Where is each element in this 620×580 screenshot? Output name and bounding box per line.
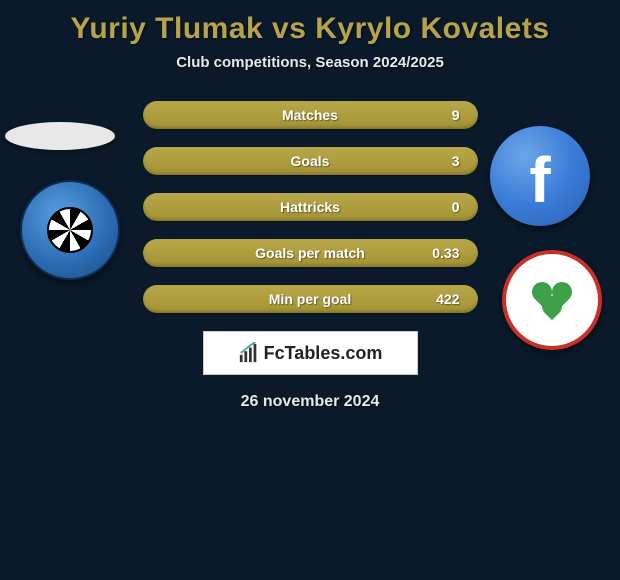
stat-label: Matches (282, 107, 338, 123)
facebook-glyph: f (529, 143, 550, 217)
subtitle: Club competitions, Season 2024/2025 (0, 54, 620, 71)
stats-container: Matches 9 Goals 3 Hattricks 0 Goals per … (143, 101, 478, 313)
date-text: 26 november 2024 (0, 393, 620, 411)
stat-row-gpm: Goals per match 0.33 (143, 239, 478, 267)
club-crest-left (20, 180, 120, 280)
stat-value: 9 (452, 107, 460, 123)
club-crest-right (502, 250, 602, 350)
stat-row-hattricks: Hattricks 0 (143, 193, 478, 221)
player-left-placeholder (5, 122, 115, 150)
stat-value: 0 (452, 199, 460, 215)
facebook-icon[interactable]: f (490, 126, 590, 226)
page-title: Yuriy Tlumak vs Kyrylo Kovalets (0, 0, 620, 46)
stat-label: Hattricks (280, 199, 340, 215)
stat-label: Goals per match (255, 245, 365, 261)
stat-row-mpg: Min per goal 422 (143, 285, 478, 313)
stat-row-matches: Matches 9 (143, 101, 478, 129)
footer-brand-box[interactable]: FcTables.com (203, 331, 418, 375)
stat-row-goals: Goals 3 (143, 147, 478, 175)
shamrock-icon (530, 278, 574, 322)
stat-value: 422 (436, 291, 459, 307)
stat-value: 3 (452, 153, 460, 169)
chart-icon (238, 342, 260, 364)
stat-label: Min per goal (269, 291, 351, 307)
footer-brand-text: FcTables.com (264, 343, 383, 364)
stat-value: 0.33 (432, 245, 459, 261)
stat-label: Goals (291, 153, 330, 169)
